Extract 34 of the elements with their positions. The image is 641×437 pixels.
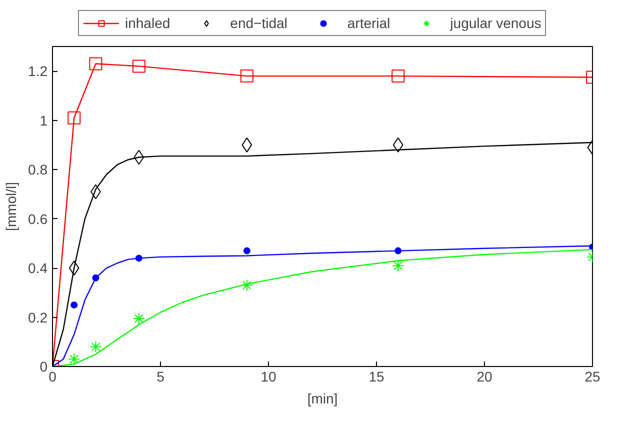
point bbox=[392, 70, 405, 83]
legend-label: inhaled bbox=[125, 15, 170, 31]
x-tick-label: 10 bbox=[260, 368, 276, 384]
point bbox=[240, 279, 253, 292]
y-axis-title: [mmol/l] bbox=[3, 182, 20, 231]
y-tick-label: 0.8 bbox=[28, 162, 48, 178]
x-tick-label: 25 bbox=[584, 368, 600, 384]
point bbox=[90, 340, 102, 353]
x-tick-label: 20 bbox=[476, 368, 492, 384]
point bbox=[132, 312, 145, 324]
point bbox=[68, 111, 81, 124]
point bbox=[70, 301, 78, 308]
point bbox=[132, 60, 146, 73]
point bbox=[89, 57, 102, 70]
point bbox=[68, 353, 80, 366]
point bbox=[242, 137, 252, 152]
y-tick-label: 0 bbox=[40, 358, 48, 374]
point bbox=[68, 260, 80, 276]
y-tick-label: 0.6 bbox=[28, 210, 48, 227]
x-tick-label: 5 bbox=[156, 368, 165, 384]
x-axis-title: [min] bbox=[307, 390, 338, 406]
x-tick-label: 15 bbox=[368, 368, 384, 384]
legend-label: arterial bbox=[347, 15, 390, 31]
point bbox=[243, 247, 250, 254]
point bbox=[392, 137, 404, 152]
point bbox=[392, 260, 404, 272]
y-tick-label: 1.2 bbox=[28, 63, 48, 80]
y-tick-label: 0.2 bbox=[28, 309, 48, 326]
legend-label: end−tidal bbox=[230, 15, 288, 31]
point bbox=[134, 150, 144, 165]
legend-label: jugular venous bbox=[450, 15, 542, 31]
point bbox=[240, 70, 254, 83]
y-tick-label: 0.4 bbox=[28, 260, 48, 276]
y-tick-label: 1 bbox=[40, 112, 48, 128]
